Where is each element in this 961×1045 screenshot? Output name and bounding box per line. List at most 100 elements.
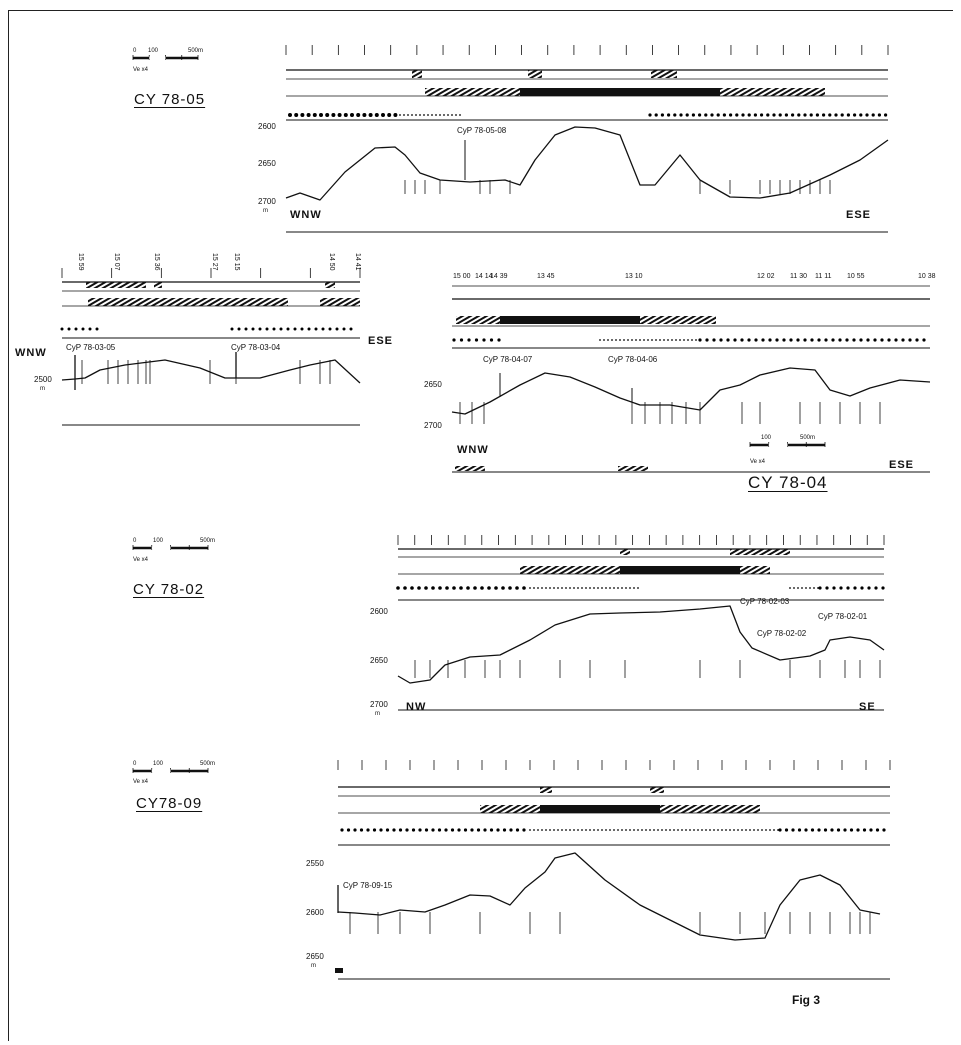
dot-mark <box>60 327 64 331</box>
small-dot-mark <box>399 114 401 116</box>
dot-mark <box>810 338 814 342</box>
time-label: 15 15 <box>233 253 240 271</box>
dot-mark <box>869 828 873 832</box>
dot-mark <box>901 338 905 342</box>
small-dot-mark <box>769 829 771 831</box>
small-dot-mark <box>675 339 677 341</box>
small-dot-mark <box>761 829 763 831</box>
depth-unit: m <box>311 963 316 969</box>
dot-mark <box>483 828 487 832</box>
dot-mark <box>797 113 801 117</box>
dot-mark <box>424 586 428 590</box>
time-label: 11 11 <box>815 273 832 280</box>
dot-mark <box>374 113 379 117</box>
small-dot-mark <box>695 339 697 341</box>
dot-mark <box>356 113 361 117</box>
small-dot-mark <box>599 339 601 341</box>
dot-mark <box>828 113 832 117</box>
dot-mark <box>353 828 357 832</box>
dot-mark <box>489 338 494 342</box>
left-direction: NW <box>406 701 427 713</box>
dot-mark <box>679 113 683 117</box>
dot-mark <box>705 338 709 342</box>
depth-tick: 2500 <box>34 375 52 384</box>
dot-mark <box>871 113 875 117</box>
small-dot-mark <box>597 587 599 589</box>
time-label: 15 27 <box>211 253 218 271</box>
dot-mark <box>740 338 744 342</box>
dot-mark <box>832 586 836 590</box>
dot-mark <box>452 586 456 590</box>
scale-mid: 100 <box>148 48 159 54</box>
hatched-band <box>650 787 664 793</box>
small-dot-mark <box>625 829 627 831</box>
small-dot-mark <box>797 587 799 589</box>
dot-mark <box>796 338 800 342</box>
dot-mark <box>431 828 435 832</box>
small-dot-mark <box>655 339 657 341</box>
small-dot-mark <box>705 829 707 831</box>
small-dot-mark <box>619 339 621 341</box>
small-dot-mark <box>451 114 453 116</box>
dot-mark <box>648 113 652 117</box>
dot-mark <box>509 828 513 832</box>
dot-mark <box>349 327 353 331</box>
scale-bar-segment <box>149 56 166 60</box>
dot-mark <box>778 113 782 117</box>
dot-mark <box>884 113 888 117</box>
small-dot-mark <box>557 829 559 831</box>
dot-mark <box>691 113 696 117</box>
small-dot-mark <box>633 587 635 589</box>
dot-mark <box>735 113 739 117</box>
dot-mark <box>272 327 276 331</box>
depth-tick: 2600 <box>370 607 388 616</box>
depth-tick: 2700 <box>424 421 442 430</box>
hatched-band <box>730 549 790 555</box>
dot-mark <box>722 113 727 117</box>
dot-mark <box>822 113 826 117</box>
scale-mid: 100 <box>153 761 164 767</box>
scale-mid: 100 <box>761 435 772 441</box>
sample-label: CyP 78-09-15 <box>343 881 393 890</box>
dot-mark <box>337 113 342 117</box>
dot-mark <box>467 338 471 342</box>
sample-label: CyP 78-03-05 <box>66 343 116 352</box>
profile-id: CY 78-02 <box>133 581 205 598</box>
small-dot-mark <box>617 829 619 831</box>
dot-mark <box>887 338 891 342</box>
small-dot-mark <box>581 829 583 831</box>
sample-label: CyP 78-02-01 <box>818 612 868 621</box>
depth-unit: m <box>375 711 380 717</box>
small-dot-mark <box>773 829 775 831</box>
depth-unit: m <box>40 386 45 392</box>
small-dot-mark <box>641 829 643 831</box>
small-dot-mark <box>593 829 595 831</box>
dot-mark <box>846 586 850 590</box>
time-label: 14 14 <box>475 273 493 280</box>
small-dot-mark <box>683 339 685 341</box>
time-label: 14 39 <box>490 273 508 280</box>
sample-label: CyP 78-03-04 <box>231 343 281 352</box>
depth-tick: 2650 <box>306 952 324 961</box>
small-dot-mark <box>693 829 695 831</box>
small-dot-mark <box>813 587 815 589</box>
small-dot-mark <box>577 587 579 589</box>
small-dot-mark <box>685 829 687 831</box>
scale-end: 500m <box>188 48 204 54</box>
figure-frame <box>8 10 953 1041</box>
time-label: 15 07 <box>113 253 120 271</box>
dot-mark <box>335 327 339 331</box>
hatched-band <box>520 88 720 96</box>
dot-mark <box>385 828 390 832</box>
dot-mark <box>867 586 871 590</box>
small-dot-mark <box>615 339 617 341</box>
small-dot-mark <box>625 587 627 589</box>
small-dot-mark <box>423 114 425 116</box>
time-label: 11 30 <box>790 273 807 280</box>
small-dot-mark <box>749 829 751 831</box>
small-dot-mark <box>629 829 631 831</box>
small-dot-mark <box>701 829 703 831</box>
small-dot-mark <box>637 587 639 589</box>
